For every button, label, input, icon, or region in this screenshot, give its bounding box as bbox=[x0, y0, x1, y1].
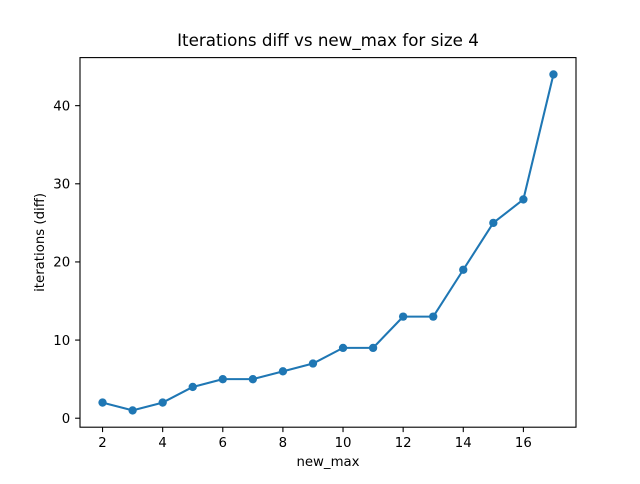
x-tick-label: 2 bbox=[98, 436, 106, 451]
data-point bbox=[429, 312, 438, 321]
chart-layer: 2 4 6 8 10 12 14 16 0 10 20 30 40 bbox=[53, 57, 577, 451]
data-point bbox=[128, 406, 137, 415]
data-point bbox=[188, 382, 197, 392]
data-point bbox=[338, 343, 348, 353]
data-point bbox=[489, 218, 498, 228]
data-point bbox=[218, 374, 227, 384]
axes-spines bbox=[79, 57, 577, 428]
x-tick-label: 14 bbox=[455, 436, 472, 451]
data-point bbox=[158, 398, 167, 407]
data-point bbox=[248, 374, 258, 384]
data-point bbox=[368, 343, 378, 353]
data-point bbox=[459, 265, 468, 274]
data-point bbox=[398, 312, 408, 321]
data-point bbox=[278, 367, 288, 376]
data-point bbox=[519, 195, 528, 204]
y-tick-label: 0 bbox=[62, 412, 70, 427]
x-tick-label: 6 bbox=[219, 436, 227, 451]
chart-title: Iterations diff vs new_max for size 4 bbox=[177, 30, 479, 51]
data-point bbox=[98, 398, 107, 407]
data-point bbox=[549, 70, 558, 79]
data-line bbox=[101, 73, 555, 412]
x-tick-label: 16 bbox=[515, 436, 532, 451]
y-tick-label: 20 bbox=[53, 256, 70, 271]
x-tick-label: 4 bbox=[158, 436, 166, 451]
x-tick-label: 12 bbox=[395, 436, 412, 451]
data-point bbox=[308, 359, 318, 368]
x-tick-label: 8 bbox=[279, 436, 287, 451]
y-axis-label: iterations (diff) bbox=[33, 193, 48, 292]
y-tick-label: 30 bbox=[53, 177, 70, 192]
x-tick-label: 10 bbox=[335, 436, 352, 451]
y-tick-label: 40 bbox=[53, 99, 70, 114]
y-tick-label: 10 bbox=[53, 334, 70, 349]
x-axis-label: new_max bbox=[296, 455, 359, 470]
